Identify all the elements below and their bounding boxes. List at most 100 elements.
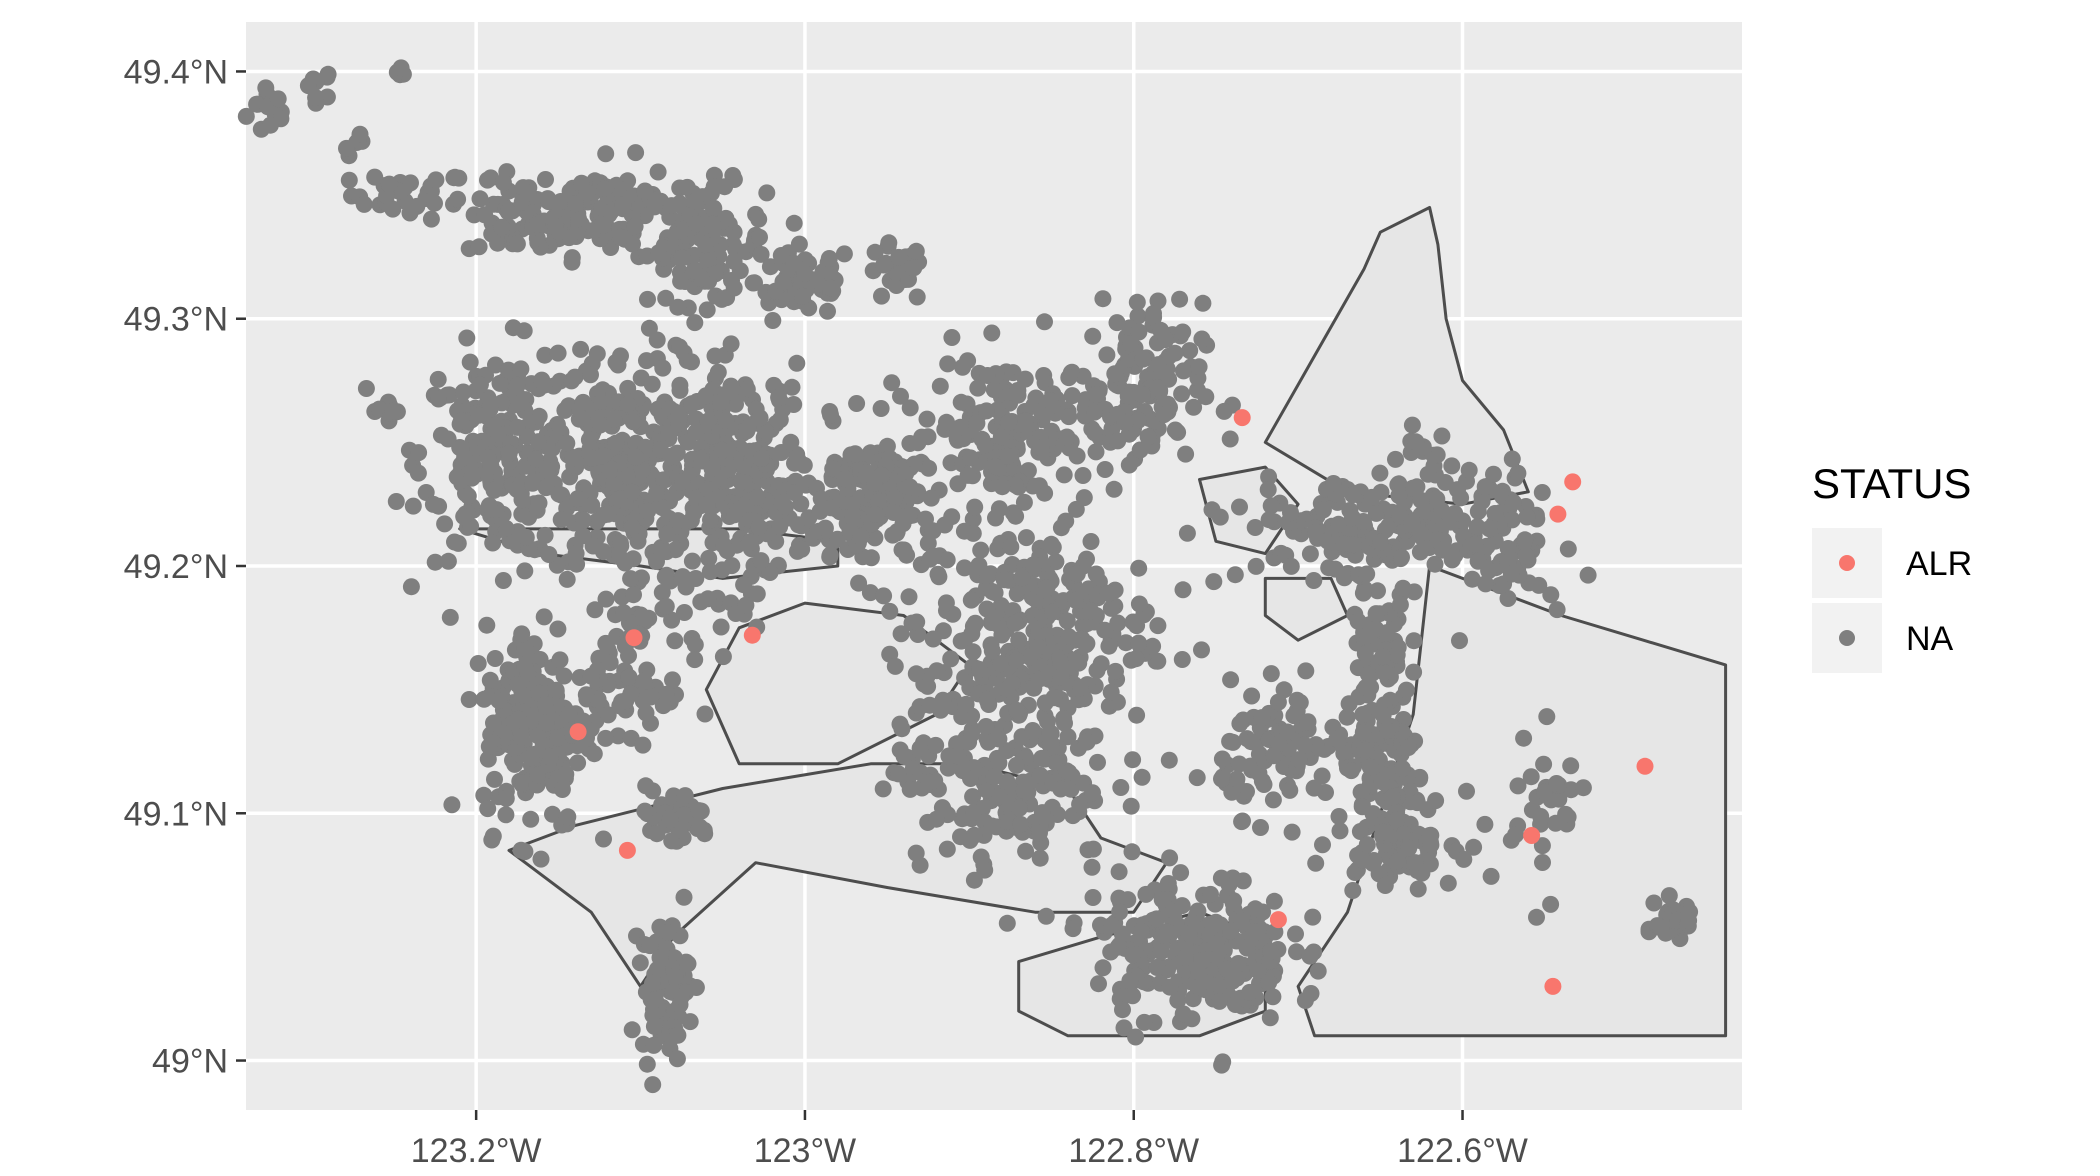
point-na [949, 475, 967, 493]
point-na [1161, 849, 1179, 867]
point-na [1153, 891, 1171, 909]
point-na [770, 389, 788, 406]
point-na [649, 163, 667, 181]
point-na [1096, 461, 1114, 478]
point-na [686, 314, 704, 332]
point-na [1532, 808, 1550, 825]
point-na [338, 139, 355, 157]
point-na [761, 564, 779, 581]
point-na [886, 489, 904, 507]
point-na [884, 526, 902, 544]
point-na [1249, 962, 1267, 980]
point-na [1102, 683, 1120, 701]
point-na [1374, 706, 1392, 724]
point-na [475, 786, 493, 804]
point-na [422, 210, 440, 228]
point-na [631, 954, 649, 972]
point-na [595, 830, 612, 848]
point-na [583, 496, 601, 514]
point-na [1557, 805, 1575, 823]
point-na [549, 620, 567, 638]
point-na [962, 591, 980, 609]
point-na [599, 641, 617, 659]
point-na [1533, 837, 1551, 855]
point-na [410, 444, 428, 462]
point-na [1173, 651, 1191, 668]
point-na [463, 469, 481, 487]
point-na [1029, 638, 1047, 656]
point-na [653, 543, 671, 561]
point-na [1261, 1009, 1279, 1027]
point-na [891, 715, 909, 733]
point-na [627, 448, 645, 466]
point-na [1008, 756, 1025, 774]
point-na [861, 584, 879, 602]
point-na [727, 605, 745, 622]
point-na [732, 473, 750, 491]
point-na [966, 498, 984, 516]
point-na [648, 331, 666, 349]
point-na [929, 565, 947, 583]
point-na [824, 460, 842, 478]
legend-key-alr [1839, 555, 1855, 571]
point-na [1007, 507, 1025, 525]
point-na [261, 116, 279, 134]
point-na [594, 217, 612, 234]
point-na [1031, 849, 1049, 867]
point-na [1084, 840, 1102, 858]
point-na [637, 704, 655, 722]
point-na [524, 474, 542, 492]
point-na [1114, 988, 1132, 1005]
point-na [574, 393, 592, 411]
point-na [894, 515, 912, 533]
point-na [512, 394, 530, 412]
point-na [493, 218, 511, 236]
point-na [785, 254, 803, 272]
point-na [1068, 565, 1086, 583]
point-na [1372, 533, 1389, 551]
point-na [1042, 734, 1060, 752]
point-na [653, 499, 671, 517]
point-na [937, 594, 955, 612]
point-na [529, 727, 547, 745]
point-na [605, 411, 623, 428]
point-na [895, 541, 913, 559]
point-na [683, 353, 700, 371]
point-na [895, 747, 913, 765]
point-na [973, 430, 991, 448]
point-na [513, 625, 531, 643]
point-na [1033, 749, 1051, 767]
point-na [1426, 555, 1444, 573]
point-na [1139, 428, 1157, 446]
point-na [1404, 479, 1421, 497]
point-na [1536, 783, 1553, 801]
point-na [575, 511, 592, 529]
point-na [1503, 450, 1521, 468]
point-na [1275, 758, 1293, 775]
point-na [938, 840, 956, 858]
point-na [866, 529, 884, 547]
point-na [1180, 925, 1198, 943]
point-na [954, 358, 972, 376]
point-na [620, 668, 638, 686]
point-na [1178, 524, 1196, 542]
point-na [829, 530, 846, 548]
alr-points [569, 409, 1654, 995]
point-na [1166, 344, 1184, 362]
point-na [380, 175, 398, 193]
point-na [1378, 624, 1396, 642]
point-na [675, 888, 693, 906]
point-na [626, 217, 644, 235]
point-na [1374, 648, 1392, 666]
point-na [848, 395, 866, 412]
point-na [1357, 678, 1375, 696]
point-na [471, 376, 489, 394]
point-na [508, 418, 526, 436]
point-na [869, 492, 887, 510]
point-na [751, 409, 769, 427]
point-na [452, 412, 470, 430]
point-na [907, 242, 925, 260]
point-na [550, 485, 568, 503]
point-na [990, 754, 1008, 772]
point-na [819, 302, 836, 320]
